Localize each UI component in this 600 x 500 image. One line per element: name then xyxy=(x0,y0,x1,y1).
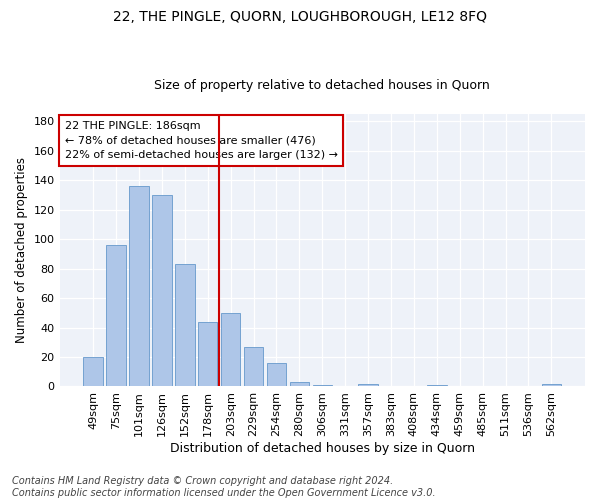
Bar xyxy=(542,384,561,386)
X-axis label: Distribution of detached houses by size in Quorn: Distribution of detached houses by size … xyxy=(170,442,475,455)
Text: Contains HM Land Registry data © Crown copyright and database right 2024.
Contai: Contains HM Land Registry data © Crown c… xyxy=(12,476,436,498)
Bar xyxy=(244,346,263,387)
Title: Size of property relative to detached houses in Quorn: Size of property relative to detached ho… xyxy=(154,79,490,92)
Bar xyxy=(267,363,286,386)
Bar xyxy=(106,245,126,386)
Bar xyxy=(152,195,172,386)
Bar xyxy=(175,264,194,386)
Y-axis label: Number of detached properties: Number of detached properties xyxy=(15,157,28,343)
Text: 22, THE PINGLE, QUORN, LOUGHBOROUGH, LE12 8FQ: 22, THE PINGLE, QUORN, LOUGHBOROUGH, LE1… xyxy=(113,10,487,24)
Bar xyxy=(83,357,103,386)
Bar xyxy=(427,385,446,386)
Bar xyxy=(221,313,241,386)
Bar xyxy=(290,382,309,386)
Text: 22 THE PINGLE: 186sqm
← 78% of detached houses are smaller (476)
22% of semi-det: 22 THE PINGLE: 186sqm ← 78% of detached … xyxy=(65,121,338,160)
Bar xyxy=(313,385,332,386)
Bar xyxy=(198,322,217,386)
Bar xyxy=(129,186,149,386)
Bar xyxy=(358,384,378,386)
